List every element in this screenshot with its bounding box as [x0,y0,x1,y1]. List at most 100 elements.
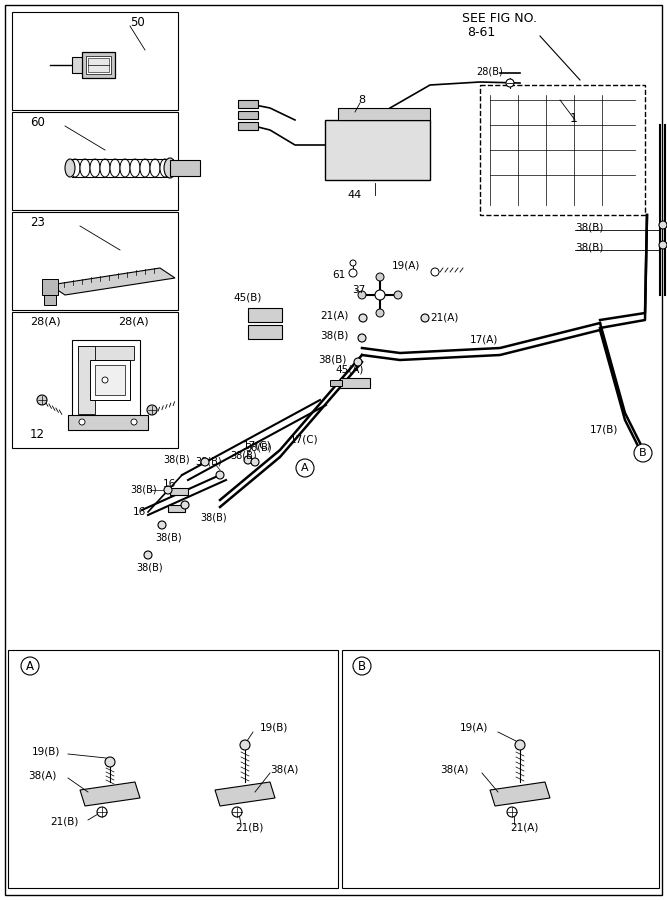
Circle shape [506,79,514,87]
Circle shape [354,358,362,366]
Circle shape [147,405,157,415]
Text: 21(B): 21(B) [235,823,263,833]
Circle shape [181,501,189,509]
Text: 60: 60 [30,115,45,129]
Text: 17(B): 17(B) [590,425,618,435]
Bar [168,505,185,512]
Bar [90,360,130,400]
Text: 28(A): 28(A) [30,317,61,327]
Text: 38(A): 38(A) [28,770,57,780]
Bar [12,212,178,310]
Circle shape [507,807,517,817]
Ellipse shape [130,159,140,177]
Circle shape [240,740,250,750]
Text: 38(B): 38(B) [130,485,157,495]
Bar [42,279,58,295]
Text: 45(B): 45(B) [233,293,261,303]
Text: 28(A): 28(A) [118,317,149,327]
Circle shape [296,459,314,477]
Circle shape [353,657,371,675]
Circle shape [244,456,252,464]
Circle shape [375,290,385,300]
Ellipse shape [140,159,150,177]
Text: 38(A): 38(A) [270,765,298,775]
Text: 16: 16 [133,507,146,517]
Circle shape [431,268,439,276]
Bar [238,122,258,130]
Text: 23: 23 [30,215,45,229]
Bar [480,85,645,215]
Circle shape [659,241,667,249]
Ellipse shape [120,159,130,177]
Text: B: B [358,660,366,672]
Bar [248,308,282,322]
Text: 45(A): 45(A) [335,365,364,375]
Bar [170,160,200,176]
Text: 8: 8 [358,95,365,105]
Bar [340,378,370,388]
Text: 8-61: 8-61 [467,26,496,40]
Text: 1: 1 [570,112,578,124]
Circle shape [105,757,115,767]
Circle shape [37,395,47,405]
Ellipse shape [243,325,253,339]
Circle shape [421,314,429,322]
Ellipse shape [70,159,80,177]
Bar [72,57,100,73]
Text: 38(A): 38(A) [440,765,468,775]
Ellipse shape [80,159,90,177]
Text: 21(A): 21(A) [320,310,348,320]
Text: 38(B): 38(B) [155,533,181,543]
Text: 38(B): 38(B) [318,355,346,365]
Text: 28(B): 28(B) [477,67,504,77]
Circle shape [350,260,356,266]
Text: 17(C): 17(C) [290,435,319,445]
Circle shape [164,486,172,494]
Ellipse shape [277,325,287,339]
Text: 19(A): 19(A) [460,723,488,733]
Text: A: A [301,463,309,473]
Ellipse shape [243,308,253,322]
Text: 17(C): 17(C) [243,440,271,450]
Text: 50: 50 [130,15,145,29]
Text: 44: 44 [348,190,362,200]
Ellipse shape [65,159,75,177]
Text: 38(B): 38(B) [320,330,348,340]
Bar [82,52,115,78]
Text: SEE FIG NO.: SEE FIG NO. [462,12,537,24]
Bar [338,108,430,120]
Circle shape [376,273,384,281]
Text: 21(B): 21(B) [50,817,79,827]
Polygon shape [80,782,140,806]
Circle shape [376,309,384,317]
Circle shape [102,377,108,383]
Circle shape [349,269,357,277]
Ellipse shape [164,158,176,178]
Text: 38(B): 38(B) [136,563,163,573]
Circle shape [97,807,107,817]
Circle shape [21,657,39,675]
Circle shape [201,458,209,466]
Text: B: B [639,448,647,458]
Circle shape [216,471,224,479]
Bar [95,365,125,395]
Text: 16: 16 [163,479,176,489]
Circle shape [158,521,166,529]
Circle shape [394,291,402,299]
Bar [68,415,148,430]
Polygon shape [215,782,275,806]
Circle shape [359,314,367,322]
Text: 21(A): 21(A) [510,823,538,833]
Text: 38(B): 38(B) [245,443,271,453]
Text: 19(B): 19(B) [260,723,288,733]
Circle shape [358,334,366,342]
Text: 38(B): 38(B) [575,242,604,252]
Circle shape [232,807,242,817]
Text: A: A [26,660,34,672]
Bar [330,380,342,386]
Bar [12,12,178,110]
Circle shape [659,221,667,229]
Bar [12,312,178,448]
Polygon shape [50,268,175,295]
Polygon shape [490,782,550,806]
